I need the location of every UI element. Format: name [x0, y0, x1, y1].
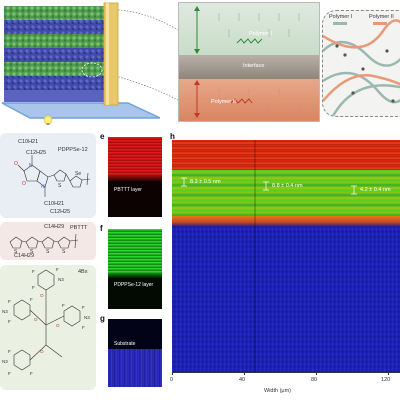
- fourbx-atom-n3-4: N3: [2, 359, 8, 364]
- panel-g-label: Substrate: [114, 341, 136, 347]
- heatmap-x-axis: [172, 372, 400, 373]
- panel-e-label: PBTTT layer: [114, 187, 142, 193]
- heatmap-orange-interface: [172, 216, 400, 226]
- pbttt-atom-s4: S: [62, 249, 66, 255]
- chain-bubble: Polymer I Polymer II: [322, 10, 400, 117]
- polymer2-region: [179, 79, 319, 121]
- interface-schematic: Polymer I Interface Polymer II: [178, 2, 320, 122]
- fourbx-atom-f12: F: [30, 371, 33, 376]
- pbttt-atom-s2: S: [30, 249, 34, 255]
- structure-pbttt: S S S S PBTTT C14H29 C14H29: [0, 222, 96, 260]
- fourbx-atom-o2: O: [34, 317, 38, 322]
- panel-g-image: Substrate: [108, 319, 162, 387]
- fourbx-atom-f2: F: [56, 267, 59, 272]
- fourbx-atom-f1: F: [32, 269, 35, 274]
- x-tick-120: 120: [381, 377, 391, 383]
- x-tick-80: 80: [311, 377, 318, 383]
- interface-region: [179, 55, 319, 79]
- fourbx-atom-n3-3: N3: [84, 315, 90, 320]
- pdppse-sub-1: C10H21: [18, 139, 39, 145]
- schematic-marks: [194, 6, 300, 118]
- pbttt-svg: S S S S: [9, 233, 79, 255]
- fourbx-atom-f10: F: [8, 349, 11, 354]
- label-polymer2: Polymer II: [211, 99, 236, 105]
- fourbx-atom-n3-1: N3: [58, 277, 64, 282]
- heatmap-red-band: [172, 140, 400, 170]
- panel-e-image: PBTTT layer: [108, 137, 162, 217]
- pdppse-svg: N N O O S Se: [14, 155, 91, 197]
- atom-o-2: O: [22, 181, 26, 187]
- structure-4bx: F N3 F F F N3 F F F N3 F F F N3 F F O O …: [0, 265, 96, 390]
- fourbx-svg: F N3 F F F N3 F F F N3 F F F N3 F F O O …: [2, 267, 90, 376]
- fourbx-atom-f11: F: [8, 371, 11, 376]
- legend-swatch-1: [333, 22, 347, 25]
- annotation-2: 8.8 ± 0.4 nm: [272, 183, 303, 189]
- fourbx-atom-f8: F: [82, 325, 85, 330]
- chain-lines: [323, 19, 400, 116]
- fourbx-atom-o1: O: [40, 293, 44, 298]
- layer-green-3: [4, 62, 104, 76]
- x-axis-label: Width (μm): [264, 388, 292, 394]
- pdppse-sub-4: C12H25: [50, 209, 71, 215]
- pbttt-sub-1: C14H29: [44, 224, 65, 230]
- label-interface: Interface: [243, 63, 265, 69]
- legend-swatch-2: [373, 22, 387, 25]
- pbttt-atom-s1: S: [14, 249, 18, 255]
- zoom-circle: [81, 62, 103, 78]
- atom-s: S: [58, 183, 62, 189]
- fourbx-atom-f7: F: [82, 305, 85, 310]
- fourbx-atom-f5: F: [8, 319, 11, 324]
- heatmap-green-band: [172, 170, 400, 216]
- heatmap-blue-substrate: [172, 226, 400, 372]
- annotation-1: 8.3 ± 0.5 nm: [190, 179, 221, 185]
- annotation-brackets: [181, 177, 357, 195]
- panel-letter-g: g: [100, 314, 105, 323]
- annotation-3: 4.2 ± 0.4 nm: [360, 187, 391, 193]
- panel-letter-h: h: [170, 132, 175, 141]
- fourbx-atom-f6: F: [30, 297, 33, 302]
- heatmap-panel: 8.3 ± 0.5 nm 8.8 ± 0.4 nm 4.2 ± 0.4 nm: [172, 140, 400, 372]
- panel-letter-e: e: [100, 132, 105, 141]
- atom-se: Se: [75, 171, 81, 177]
- legend-polymer1: Polymer I: [329, 14, 353, 20]
- fourbx-atom-f3: F: [32, 285, 35, 290]
- layer-green-1: [4, 6, 104, 20]
- fourbx-name: 4Bx: [78, 269, 88, 275]
- layer-blue-3: [4, 76, 104, 90]
- connector-lines: [118, 9, 179, 101]
- atom-o-1: O: [14, 161, 18, 167]
- fourbx-atom-f9: F: [62, 303, 65, 308]
- x-tick-0: 0: [170, 377, 174, 383]
- x-tick-40: 40: [239, 377, 246, 383]
- panel-letter-f: f: [100, 224, 103, 233]
- layer-blue-1: [4, 20, 104, 34]
- device-illustration: [0, 0, 161, 125]
- heatmap-vertical-streak: [254, 140, 256, 372]
- bulb-icon: [43, 115, 53, 125]
- legend-polymer2: Polymer II: [369, 14, 394, 20]
- fourbx-atom-o3: O: [56, 323, 60, 328]
- atom-n-2: N: [41, 184, 45, 190]
- pbttt-sub-2: C14H29: [14, 253, 35, 259]
- pbttt-name: PBTTT: [70, 225, 88, 231]
- polymer1-region: [179, 3, 319, 55]
- fourbx-atom-n3-2: N3: [2, 309, 8, 314]
- label-polymer1: Polymer I: [249, 31, 273, 37]
- layer-bottom: [4, 90, 104, 102]
- pbttt-atom-s3: S: [46, 249, 50, 255]
- structure-pdppse: N N O O S Se PDPPSe-12 C10H21 C12H25 C10…: [0, 133, 96, 218]
- layer-blue-2: [4, 48, 104, 62]
- pdppse-sub-3: C10H21: [44, 201, 65, 207]
- layer-green-2: [4, 34, 104, 48]
- pdppse-name: PDPPSe-12: [58, 147, 88, 153]
- fourbx-atom-f4: F: [8, 299, 11, 304]
- panel-f-image: PDPPSe-12 layer: [108, 229, 162, 309]
- atom-n-1: N: [29, 163, 33, 169]
- pdppse-sub-2: C12H25: [26, 150, 47, 156]
- fourbx-atom-o4: O: [40, 349, 44, 354]
- panel-f-label: PDPPSe-12 layer: [114, 282, 154, 288]
- device-svg: [1, 2, 161, 125]
